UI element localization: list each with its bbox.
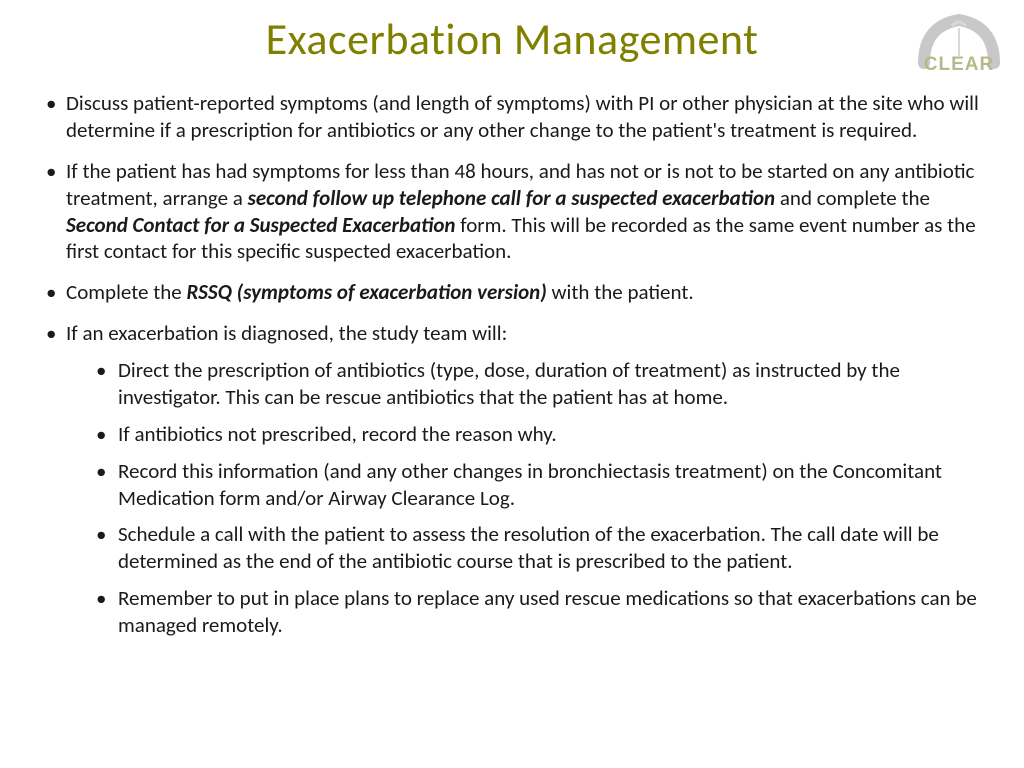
bullet-item: Complete the RSSQ (symptoms of exacerbat… [40, 279, 984, 306]
slide-content: Exacerbation Management Discuss patient-… [0, 0, 1024, 673]
text-run: Schedule a call with the patient to asse… [118, 521, 939, 574]
text-run: Direct the prescription of antibiotics (… [118, 357, 900, 410]
text-run: Remember to put in place plans to replac… [118, 585, 977, 638]
sub-bullet-item: Remember to put in place plans to replac… [66, 585, 984, 639]
text-run: Discuss patient-reported symptoms (and l… [66, 90, 979, 143]
sub-bullet-item: If antibiotics not prescribed, record th… [66, 421, 984, 448]
bullet-item: If the patient has had symptoms for less… [40, 158, 984, 266]
text-run: Complete the [66, 279, 187, 305]
text-run: RSSQ (symptoms of exacerbation version) [187, 279, 547, 305]
text-run: and complete the [775, 185, 930, 211]
logo-text: CLEAR [924, 54, 994, 75]
slide-title: Exacerbation Management [40, 12, 984, 66]
text-run: If an exacerbation is diagnosed, the stu… [66, 320, 507, 346]
text-run: with the patient. [547, 279, 694, 305]
text-run: If antibiotics not prescribed, record th… [118, 421, 557, 447]
bullet-item: If an exacerbation is diagnosed, the stu… [40, 320, 984, 639]
text-run: Second Contact for a Suspected Exacerbat… [66, 212, 456, 238]
clear-logo: CLEAR [914, 8, 1004, 78]
sub-bullet-list: Direct the prescription of antibiotics (… [66, 357, 984, 639]
bullet-item: Discuss patient-reported symptoms (and l… [40, 90, 984, 144]
text-run: second follow up telephone call for a su… [248, 185, 776, 211]
text-run: Record this information (and any other c… [118, 458, 942, 511]
sub-bullet-item: Direct the prescription of antibiotics (… [66, 357, 984, 411]
sub-bullet-item: Record this information (and any other c… [66, 458, 984, 512]
bullet-list: Discuss patient-reported symptoms (and l… [40, 90, 984, 639]
sub-bullet-item: Schedule a call with the patient to asse… [66, 521, 984, 575]
